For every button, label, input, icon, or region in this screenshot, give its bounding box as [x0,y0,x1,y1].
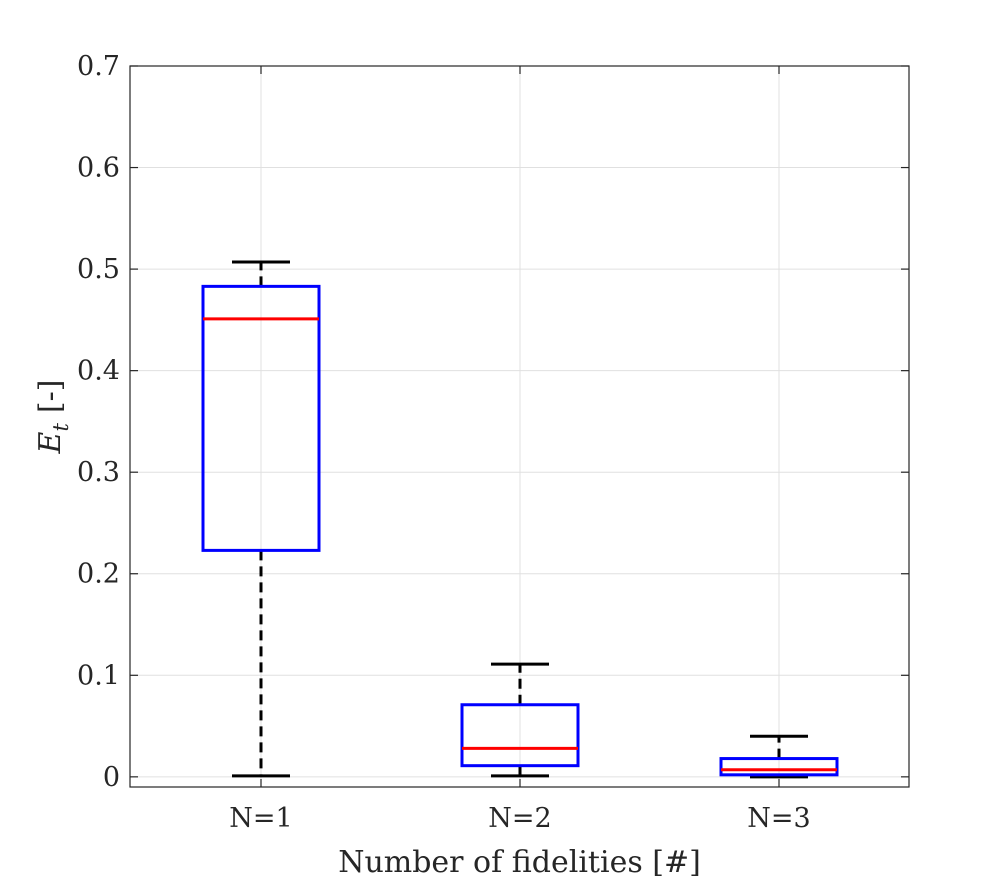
y-tick-label: 0.2 [77,559,120,590]
y-tick-label: 0.6 [77,153,120,184]
x-tick-label: N=3 [747,803,810,834]
y-tick-label: 0 [103,762,120,793]
box-3 [719,734,839,779]
ticks: 0 0.1 0.2 0.3 0.4 0.5 0.6 0.7 N=1 N=2 N=3 [77,51,909,834]
x-tick-label: N=1 [229,803,292,834]
y-tick-label: 0.3 [77,457,120,488]
iqr-box [719,757,839,777]
box-1 [201,260,321,778]
y-axis-label-unit: [-] [33,380,68,414]
svg-text:Et[-]: Et [-] [33,380,73,455]
x-tick-label: N=2 [488,803,551,834]
y-axis-label-subscript: t [49,423,73,432]
box-2 [460,662,580,778]
y-tick-label: 0.5 [77,254,120,285]
y-axis-label-symbol: E [33,431,68,454]
y-axis-label: Et [-] [33,380,73,455]
y-tick-label: 0.7 [77,51,120,82]
iqr-box [460,703,580,768]
y-tick-label: 0.1 [77,660,120,691]
y-tick-label: 0.4 [77,356,120,387]
boxes [201,260,839,779]
iqr-box [201,284,321,552]
x-axis-label: Number of fidelities [#] [338,845,701,880]
